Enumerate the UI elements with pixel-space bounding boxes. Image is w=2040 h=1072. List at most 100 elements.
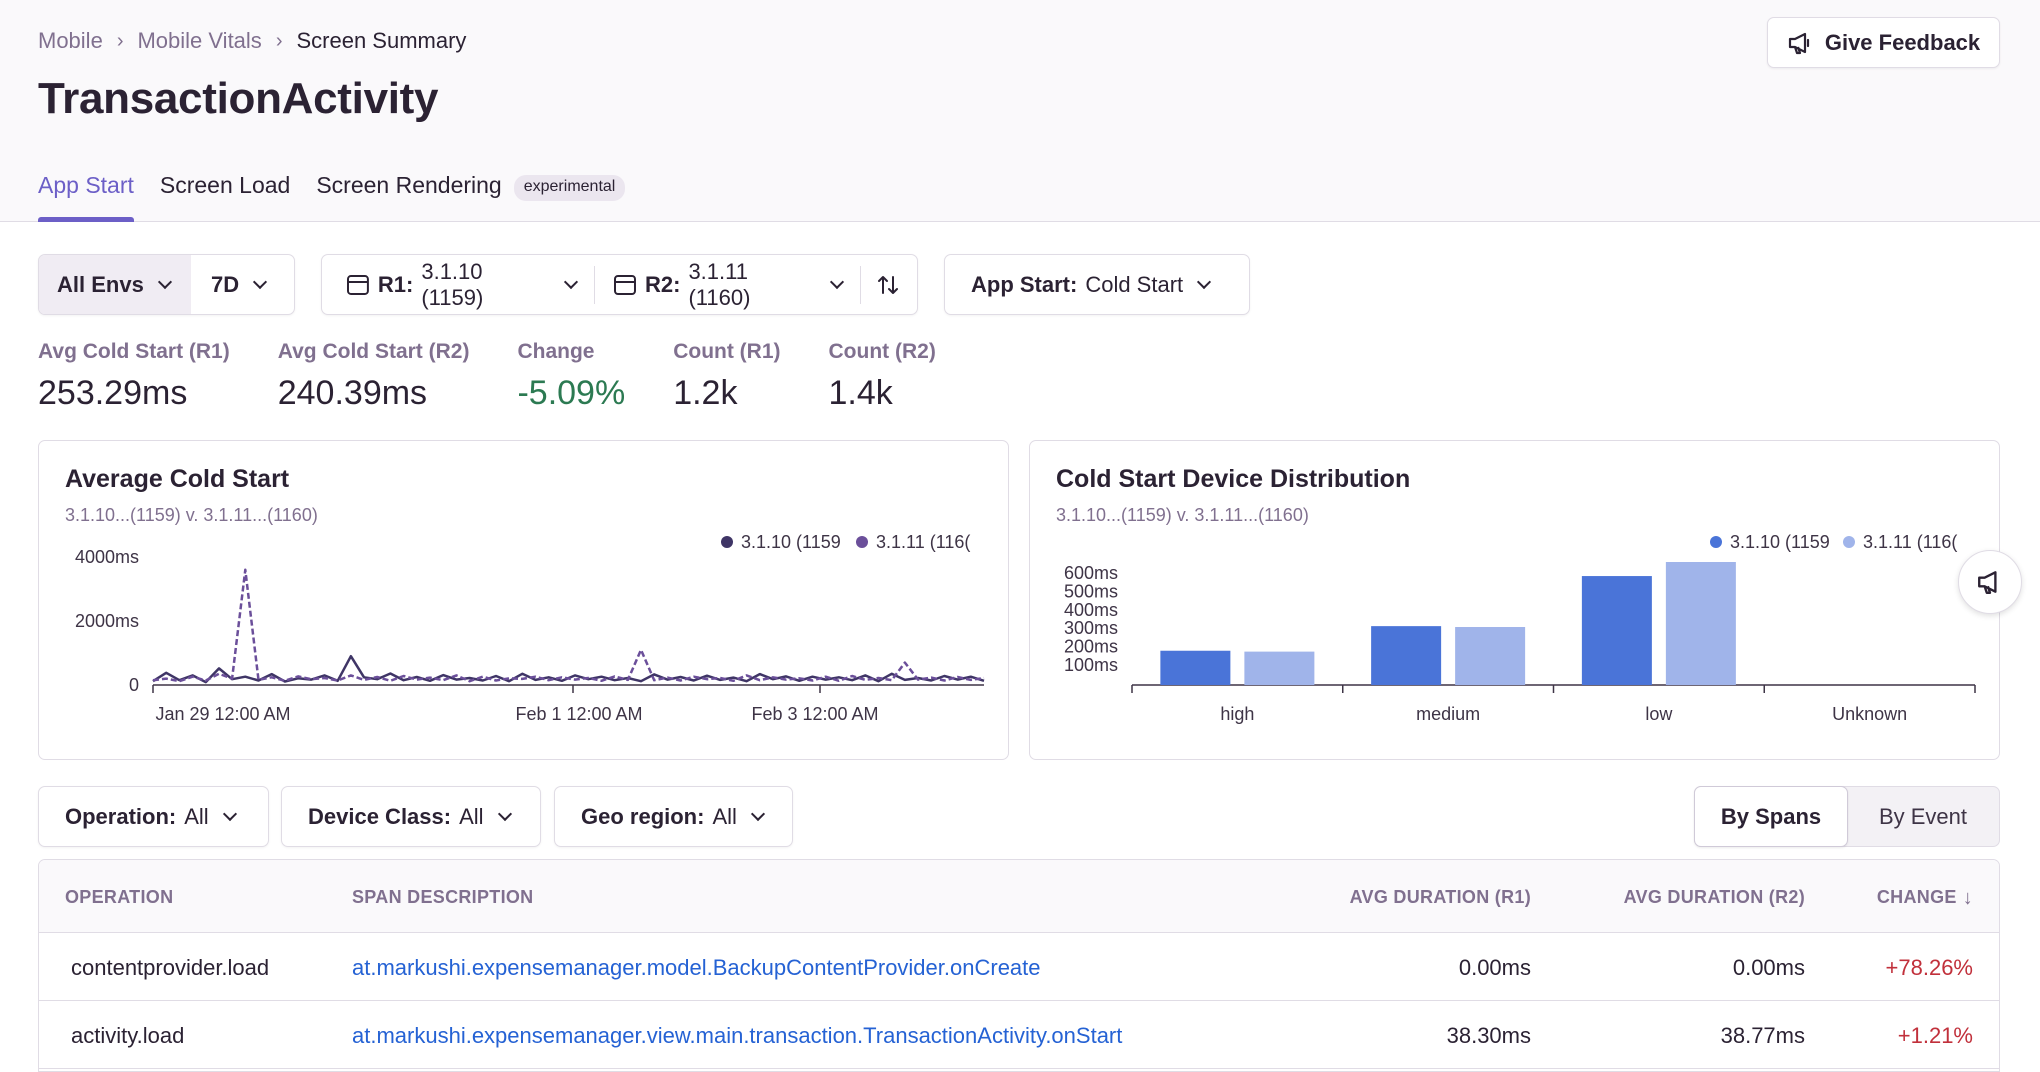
avg-duration-r1-cell: 0.00ms bbox=[1458, 955, 1531, 980]
archive-icon bbox=[346, 274, 369, 295]
operation-filter-dropdown[interactable]: Operation: All bbox=[38, 786, 269, 847]
column-span-description[interactable]: SPAN DESCRIPTION bbox=[352, 887, 534, 907]
chevron-down-icon bbox=[222, 806, 237, 822]
filter-label: Geo region: bbox=[581, 803, 705, 829]
chevron-right-icon: › bbox=[275, 29, 283, 52]
column-avg-duration-r2[interactable]: AVG DURATION (R2) bbox=[1623, 887, 1805, 907]
app-start-type-dropdown[interactable]: App Start: Cold Start bbox=[944, 254, 1250, 315]
avg-duration-r2-cell: 0.00ms bbox=[1732, 955, 1805, 980]
table-header: OPERATION SPAN DESCRIPTION AVG DURATION … bbox=[39, 860, 1999, 933]
geo-region-filter-dropdown[interactable]: Geo region: All bbox=[554, 786, 793, 847]
megaphone-icon bbox=[1978, 571, 1997, 594]
span-description-link[interactable]: at.markushi.expensemanager.model.BackupC… bbox=[352, 955, 1041, 980]
r1-label: R1: bbox=[377, 271, 414, 297]
legend-marker bbox=[721, 536, 733, 548]
series-r2-line bbox=[152, 568, 985, 683]
sort-descending-icon: ↓ bbox=[1962, 886, 1973, 909]
legend-label: 3.1.11 (116( bbox=[1863, 532, 1957, 552]
period-value: 7D bbox=[211, 271, 240, 297]
avg-duration-r2-cell: 38.77ms bbox=[1720, 1023, 1805, 1048]
chart-subtitle: 3.1.10...(1159) v. 3.1.11...(1160) bbox=[65, 505, 318, 525]
legend-label: 3.1.11 (116( bbox=[876, 532, 970, 552]
bar-r2 bbox=[1244, 651, 1315, 685]
swap-releases-button[interactable] bbox=[861, 255, 915, 314]
kpi-label: Change bbox=[517, 340, 595, 363]
kpi-value: 253.29ms bbox=[38, 374, 188, 412]
tab-app-start[interactable]: App Start bbox=[38, 172, 134, 222]
device-class-filter-dropdown[interactable]: Device Class: All bbox=[281, 786, 541, 847]
legend-marker bbox=[1710, 536, 1722, 548]
give-feedback-label: Give Feedback bbox=[1824, 29, 1981, 55]
release-selector: R1: 3.1.10 (1159) R2: 3.1.11 (1160) bbox=[321, 254, 918, 315]
x-tick-label: Unknown bbox=[1832, 704, 1907, 724]
x-tick-label: Jan 29 12:00 AM bbox=[155, 704, 290, 724]
chevron-down-icon bbox=[253, 274, 268, 290]
kpi-label: Count (R2) bbox=[828, 340, 936, 363]
chart-subtitle: 3.1.10...(1159) v. 3.1.11...(1160) bbox=[1056, 505, 1309, 525]
tab-label: App Start bbox=[38, 172, 134, 198]
environment-dropdown[interactable]: All Envs bbox=[39, 255, 191, 314]
filter-value: All bbox=[712, 803, 737, 829]
breadcrumb-mobile[interactable]: Mobile bbox=[38, 28, 103, 53]
floating-feedback-button[interactable] bbox=[1958, 550, 2022, 614]
divider bbox=[860, 265, 861, 304]
y-tick-label: 4000ms bbox=[75, 547, 139, 567]
chevron-down-icon bbox=[829, 274, 845, 290]
column-change[interactable]: CHANGE ↓ bbox=[1877, 887, 1973, 908]
x-tick-label: low bbox=[1645, 704, 1673, 724]
legend-marker bbox=[1843, 536, 1855, 548]
tab-label: Screen Rendering bbox=[316, 172, 502, 198]
r2-label: R2: bbox=[644, 271, 681, 297]
tab-screen-rendering[interactable]: Screen Rendering experimental bbox=[316, 172, 626, 222]
x-tick-label: Feb 1 12:00 AM bbox=[515, 704, 642, 724]
give-feedback-button[interactable]: Give Feedback bbox=[1767, 17, 2000, 68]
column-avg-duration-r1[interactable]: AVG DURATION (R1) bbox=[1349, 887, 1531, 907]
filter-value: All bbox=[184, 803, 209, 829]
column-operation[interactable]: OPERATION bbox=[65, 887, 174, 907]
chart-legend: 3.1.10 (1159 3.1.11 (116( bbox=[721, 532, 970, 552]
kpi-change: Change -5.09% bbox=[517, 340, 625, 413]
kpi-count-r1: Count (R1) 1.2k bbox=[673, 340, 780, 413]
bar-r1 bbox=[1160, 650, 1231, 685]
chart-title: Average Cold Start bbox=[65, 465, 290, 493]
experimental-badge: experimental bbox=[513, 175, 626, 201]
table-row: activity.load at.markushi.expensemanager… bbox=[39, 1001, 1999, 1069]
spans-table: OPERATION SPAN DESCRIPTION AVG DURATION … bbox=[38, 859, 2000, 1072]
kpi-value: -5.09% bbox=[517, 374, 626, 412]
tab-screen-load[interactable]: Screen Load bbox=[160, 172, 290, 222]
app-start-value: Cold Start bbox=[1085, 271, 1184, 297]
swap-icon bbox=[878, 275, 898, 294]
breadcrumb-mobile-vitals[interactable]: Mobile Vitals bbox=[137, 28, 262, 53]
by-event-button[interactable]: By Event bbox=[1878, 803, 1968, 829]
y-tick-label: 600ms bbox=[1064, 563, 1118, 583]
y-tick-label: 300ms bbox=[1064, 618, 1118, 638]
kpi-count-r2: Count (R2) 1.4k bbox=[829, 340, 936, 413]
view-toggle: By Spans By Event bbox=[1694, 786, 2000, 847]
chevron-right-icon: › bbox=[116, 29, 124, 52]
operation-cell: activity.load bbox=[71, 1023, 185, 1048]
change-cell: +78.26% bbox=[1885, 955, 1973, 980]
release-r2-dropdown[interactable]: R2: 3.1.11 (1160) bbox=[595, 255, 860, 314]
chevron-down-icon bbox=[1197, 274, 1212, 290]
megaphone-icon bbox=[1788, 32, 1809, 54]
bar-r2 bbox=[1665, 562, 1736, 685]
release-r1-dropdown[interactable]: R1: 3.1.10 (1159) bbox=[322, 255, 594, 314]
kpi-value: 1.2k bbox=[673, 374, 738, 412]
tab-label: Screen Load bbox=[159, 172, 291, 198]
x-tick-label: Feb 3 12:00 AM bbox=[751, 704, 878, 724]
r1-value: 3.1.10 (1159) bbox=[421, 258, 484, 310]
app-start-label: App Start: bbox=[971, 271, 1078, 297]
chart-title: Cold Start Device Distribution bbox=[1056, 465, 1411, 493]
period-dropdown[interactable]: 7D bbox=[191, 255, 283, 314]
operation-cell: contentprovider.load bbox=[71, 955, 270, 980]
span-description-link[interactable]: at.markushi.expensemanager.view.main.tra… bbox=[352, 1023, 1123, 1048]
chevron-down-icon bbox=[497, 806, 512, 822]
by-spans-button[interactable]: By Spans bbox=[1694, 786, 1848, 847]
x-tick-label: medium bbox=[1416, 704, 1480, 724]
kpi-avg-cold-start-r1: Avg Cold Start (R1) 253.29ms bbox=[38, 340, 230, 413]
column-change-label: CHANGE bbox=[1876, 887, 1957, 907]
y-tick-label: 2000ms bbox=[75, 611, 139, 631]
bar-r1 bbox=[1371, 626, 1442, 685]
y-tick-label: 200ms bbox=[1064, 637, 1118, 657]
chevron-down-icon bbox=[750, 806, 765, 822]
